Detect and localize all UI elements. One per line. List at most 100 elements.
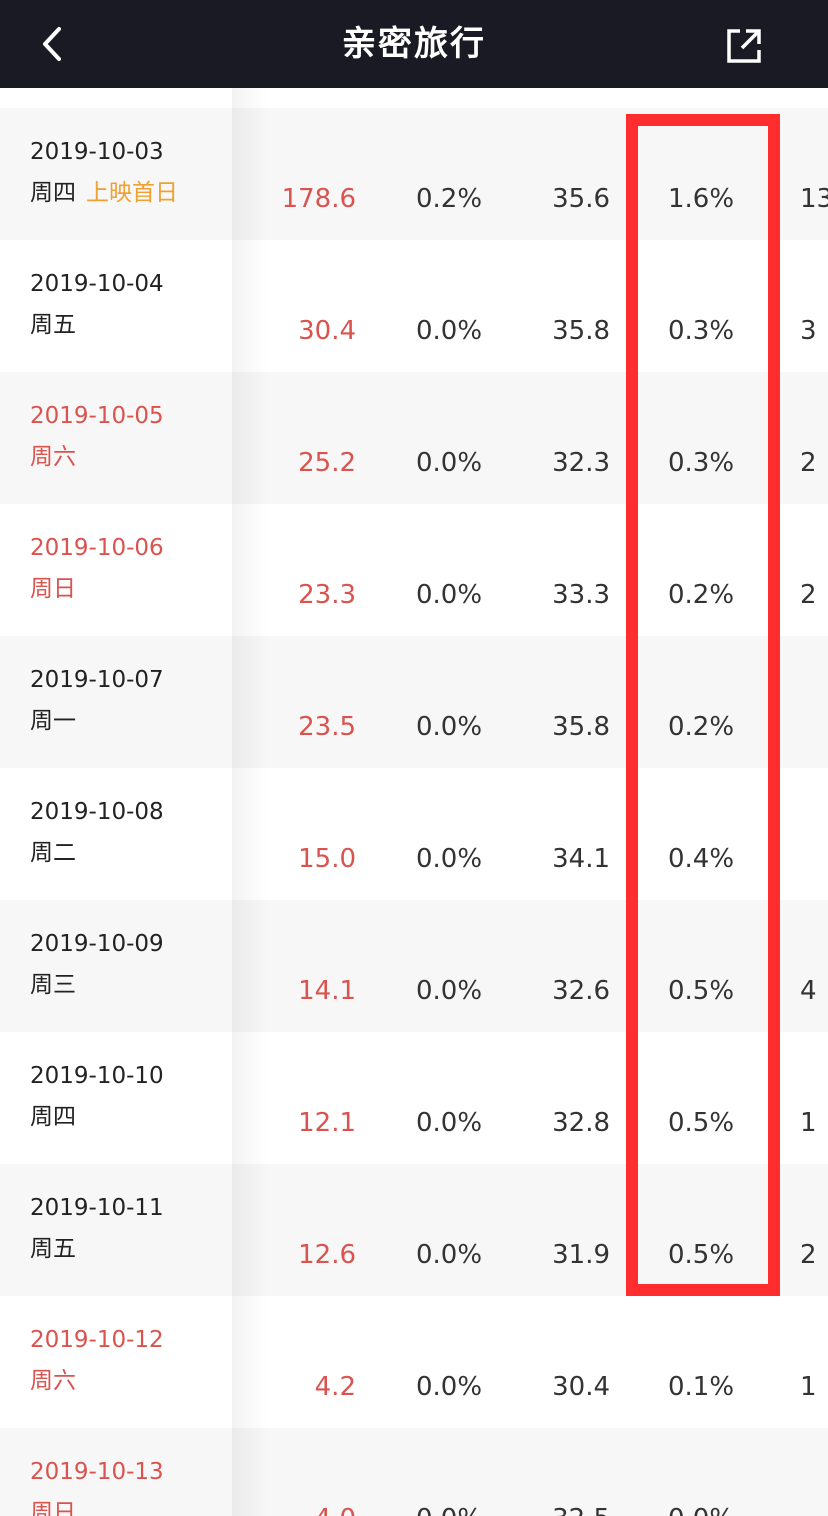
- boxoffice-share-value: 0.0%: [416, 316, 483, 346]
- row-weekday: 周五: [30, 1229, 76, 1263]
- boxoffice-value: 14.1: [298, 976, 356, 1006]
- table-row[interactable]: 2019-10-13 周日 4.0 0.0% 32.5 0.0%: [0, 1428, 828, 1516]
- table-row[interactable]: 2019-10-06 周日 23.3 0.0% 33.3 0.2% 2: [0, 504, 828, 636]
- table-row[interactable]: 2019-10-05 周六 25.2 0.0% 32.3 0.3% 2: [0, 372, 828, 504]
- avg-price-value: 35.6: [552, 184, 610, 214]
- row-date: 2019-10-07: [30, 667, 164, 693]
- row-date: 2019-10-05: [30, 403, 164, 429]
- row-date: 2019-10-10: [30, 1063, 164, 1089]
- avg-price-value: 33.3: [552, 580, 610, 610]
- avg-price-value: 32.3: [552, 448, 610, 478]
- avg-price-value: 32.8: [552, 1108, 610, 1138]
- weekday-label: 周日: [30, 576, 76, 602]
- row-weekday: 周日: [30, 1493, 76, 1516]
- weekday-label: 周五: [30, 312, 76, 338]
- screening-ratio-value: 0.3%: [668, 448, 735, 478]
- row-weekday: 周日: [30, 569, 76, 603]
- top-nav-bar: 亲密旅行: [0, 0, 828, 88]
- table-row[interactable]: 2019-10-09 周三 14.1 0.0% 32.6 0.5% 4: [0, 900, 828, 1032]
- boxoffice-value: 25.2: [298, 448, 356, 478]
- boxoffice-share-value: 0.0%: [416, 712, 483, 742]
- daily-boxoffice-table[interactable]: 2019-10-03 周四 上映首日 178.6 0.2% 35.6 1.6% 13 2019-…: [0, 88, 828, 1516]
- weekday-label: 周六: [30, 1368, 76, 1394]
- boxoffice-value: 4.2: [314, 1372, 356, 1402]
- date-cell: 2019-10-09 周三: [0, 900, 232, 1032]
- screening-ratio-value: 0.5%: [668, 1240, 735, 1270]
- table-row[interactable]: 2019-10-03 周四 上映首日 178.6 0.2% 35.6 1.6% 13: [0, 108, 828, 240]
- weekday-label: 周三: [30, 972, 76, 998]
- boxoffice-value: 12.1: [298, 1108, 356, 1138]
- back-button[interactable]: [28, 20, 76, 68]
- date-cell: 2019-10-11 周五: [0, 1164, 232, 1296]
- date-cell: 2019-10-04 周五: [0, 240, 232, 372]
- release-day-tag: 上映首日: [86, 180, 178, 206]
- truncated-column-value: 1: [800, 1108, 817, 1138]
- table-row[interactable]: 2019-10-04 周五 30.4 0.0% 35.8 0.3% 3: [0, 240, 828, 372]
- truncated-column-value: 4: [800, 976, 817, 1006]
- row-date: 2019-10-11: [30, 1195, 164, 1221]
- row-date: 2019-10-09: [30, 931, 164, 957]
- weekday-label: 周四: [30, 180, 76, 206]
- boxoffice-value: 23.3: [298, 580, 356, 610]
- weekday-label: 周一: [30, 708, 76, 734]
- boxoffice-value: 23.5: [298, 712, 356, 742]
- truncated-column-value: 2: [800, 448, 817, 478]
- weekday-label: 周六: [30, 444, 76, 470]
- date-cell: 2019-10-08 周二: [0, 768, 232, 900]
- boxoffice-share-value: 0.0%: [416, 580, 483, 610]
- date-cell: 2019-10-13 周日: [0, 1428, 232, 1516]
- avg-price-value: 34.1: [552, 844, 610, 874]
- row-weekday: 周一: [30, 701, 76, 735]
- table-row[interactable]: 2019-10-11 周五 12.6 0.0% 31.9 0.5% 2: [0, 1164, 828, 1296]
- boxoffice-share-value: 0.0%: [416, 1108, 483, 1138]
- avg-price-value: 30.4: [552, 1372, 610, 1402]
- chevron-left-icon: [43, 27, 61, 61]
- boxoffice-share-value: 0.0%: [416, 1428, 482, 1516]
- truncated-column-value: 2: [800, 1240, 817, 1270]
- boxoffice-share-value: 0.0%: [416, 1240, 483, 1270]
- screening-ratio-value: 1.6%: [668, 184, 735, 214]
- boxoffice-share-value: 0.0%: [416, 976, 483, 1006]
- avg-price-value: 35.8: [552, 712, 610, 742]
- truncated-column-value: 3: [800, 316, 817, 346]
- screening-ratio-value: 0.4%: [668, 844, 735, 874]
- avg-price-value: 32.5: [552, 1428, 610, 1516]
- date-cell: 2019-10-06 周日: [0, 504, 232, 636]
- boxoffice-share-value: 0.0%: [416, 1372, 483, 1402]
- row-weekday: 周四: [30, 1097, 76, 1131]
- screening-ratio-value: 0.2%: [668, 580, 735, 610]
- table-row[interactable]: 2019-10-08 周二 15.0 0.0% 34.1 0.4%: [0, 768, 828, 900]
- screening-ratio-value: 0.5%: [668, 1108, 735, 1138]
- boxoffice-share-value: 0.0%: [416, 844, 483, 874]
- table-row[interactable]: 2019-10-10 周四 12.1 0.0% 32.8 0.5% 1: [0, 1032, 828, 1164]
- boxoffice-share-value: 0.0%: [416, 448, 483, 478]
- avg-price-value: 35.8: [552, 316, 610, 346]
- screening-ratio-value: 0.3%: [668, 316, 735, 346]
- boxoffice-value: 178.6: [281, 184, 356, 214]
- date-cell: 2019-10-03 周四 上映首日: [0, 108, 232, 240]
- share-button[interactable]: [720, 22, 768, 70]
- screening-ratio-value: 0.0%: [668, 1428, 734, 1516]
- table-row[interactable]: 2019-10-12 周六 4.2 0.0% 30.4 0.1% 1: [0, 1296, 828, 1428]
- row-weekday: 周四 上映首日: [30, 173, 178, 207]
- boxoffice-value: 30.4: [298, 316, 356, 346]
- row-date: 2019-10-13: [30, 1459, 164, 1485]
- avg-price-value: 32.6: [552, 976, 610, 1006]
- boxoffice-value: 12.6: [298, 1240, 356, 1270]
- date-cell: 2019-10-12 周六: [0, 1296, 232, 1428]
- date-cell: 2019-10-07 周一: [0, 636, 232, 768]
- boxoffice-value: 15.0: [298, 844, 356, 874]
- weekday-label: 周日: [30, 1500, 76, 1516]
- weekday-label: 周二: [30, 840, 76, 866]
- table-row[interactable]: 2019-10-07 周一 23.5 0.0% 35.8 0.2%: [0, 636, 828, 768]
- date-cell: 2019-10-05 周六: [0, 372, 232, 504]
- row-weekday: 周二: [30, 833, 76, 867]
- boxoffice-share-value: 0.2%: [416, 184, 483, 214]
- row-date: 2019-10-08: [30, 799, 164, 825]
- boxoffice-value: 4.0: [315, 1428, 356, 1516]
- screening-ratio-value: 0.1%: [668, 1372, 735, 1402]
- row-date: 2019-10-04: [30, 271, 164, 297]
- row-date: 2019-10-06: [30, 535, 164, 561]
- row-weekday: 周三: [30, 965, 76, 999]
- row-weekday: 周五: [30, 305, 76, 339]
